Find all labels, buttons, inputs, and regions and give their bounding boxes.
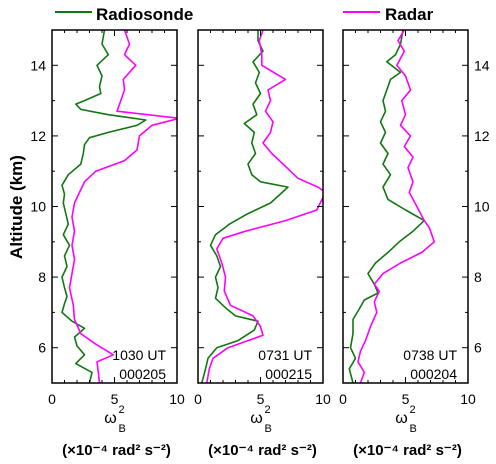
date-label: 000215 <box>265 366 312 382</box>
chart-panel-3: 6 8 10 12 14 0 5 10 0738 UT 000204 ω 2 B (×10⁻⁴ rad² … <box>339 29 490 459</box>
x-tick-label: 10 <box>315 391 331 407</box>
x-tick-label: 10 <box>169 391 185 407</box>
series-line-radar <box>206 30 323 383</box>
x-label-subscript: B <box>119 423 126 435</box>
x-label-units: (×10⁻⁴ rad² s⁻²) <box>208 442 317 459</box>
x-label-symbol: ω <box>104 410 117 427</box>
time-label: 0738 UT <box>403 347 457 363</box>
x-tick-label: 5 <box>257 391 265 407</box>
y-tick-label: 10 <box>474 199 490 215</box>
date-label: 000205 <box>119 366 166 382</box>
y-tick-label: 14 <box>474 57 490 73</box>
legend: Radiosonde Radar <box>55 5 434 24</box>
legend-radar-label: Radar <box>385 5 434 24</box>
x-tick-label: 5 <box>111 391 119 407</box>
x-tick-label: 0 <box>339 391 347 407</box>
x-label-symbol: ω <box>250 410 263 427</box>
x-tick-label: 10 <box>460 391 476 407</box>
x-tick-label: 0 <box>48 391 56 407</box>
y-tick-label: 14 <box>30 57 46 73</box>
y-tick-label: 6 <box>474 340 482 356</box>
series-line-radar <box>68 30 177 383</box>
x-label-subscript: B <box>265 423 272 435</box>
y-tick-label: 8 <box>38 269 46 285</box>
time-label: 0731 UT <box>258 347 312 363</box>
chart-panel-1: 6 8 10 12 14 0 5 10 1030 UT 000205 ω 2 B (×10⁻⁴ rad² … <box>30 29 185 459</box>
plot-frame <box>51 29 178 384</box>
y-tick-label: 12 <box>30 128 46 144</box>
series-line-radiosonde <box>201 30 289 383</box>
time-label: 1030 UT <box>112 347 166 363</box>
x-tick-label: 5 <box>402 391 410 407</box>
plot-frame <box>197 29 324 384</box>
x-label-superscript: 2 <box>265 404 271 416</box>
series-line-radar <box>357 30 436 383</box>
x-label-subscript: B <box>410 423 417 435</box>
chart-panel-2: 0 5 10 0731 UT 000215 ω 2 B (×10⁻⁴ rad² s⁻²) <box>194 29 331 459</box>
y-tick-label: 6 <box>38 340 46 356</box>
x-label-symbol: ω <box>395 410 408 427</box>
plot-frame <box>342 29 469 384</box>
y-axis-label: Altitude (km) <box>7 155 26 259</box>
y-tick-label: 8 <box>474 269 482 285</box>
y-tick-label: 10 <box>30 199 46 215</box>
x-label-units: (×10⁻⁴ rad² s⁻²) <box>62 442 171 459</box>
x-label-units: (×10⁻⁴ rad² s⁻²) <box>353 442 462 459</box>
date-label: 000204 <box>410 366 457 382</box>
series-line-radiosonde <box>348 30 426 383</box>
y-tick-label: 12 <box>474 128 490 144</box>
x-label-superscript: 2 <box>119 404 125 416</box>
x-tick-label: 0 <box>194 391 202 407</box>
legend-radiosonde-label: Radiosonde <box>96 5 193 24</box>
x-label-superscript: 2 <box>410 404 416 416</box>
